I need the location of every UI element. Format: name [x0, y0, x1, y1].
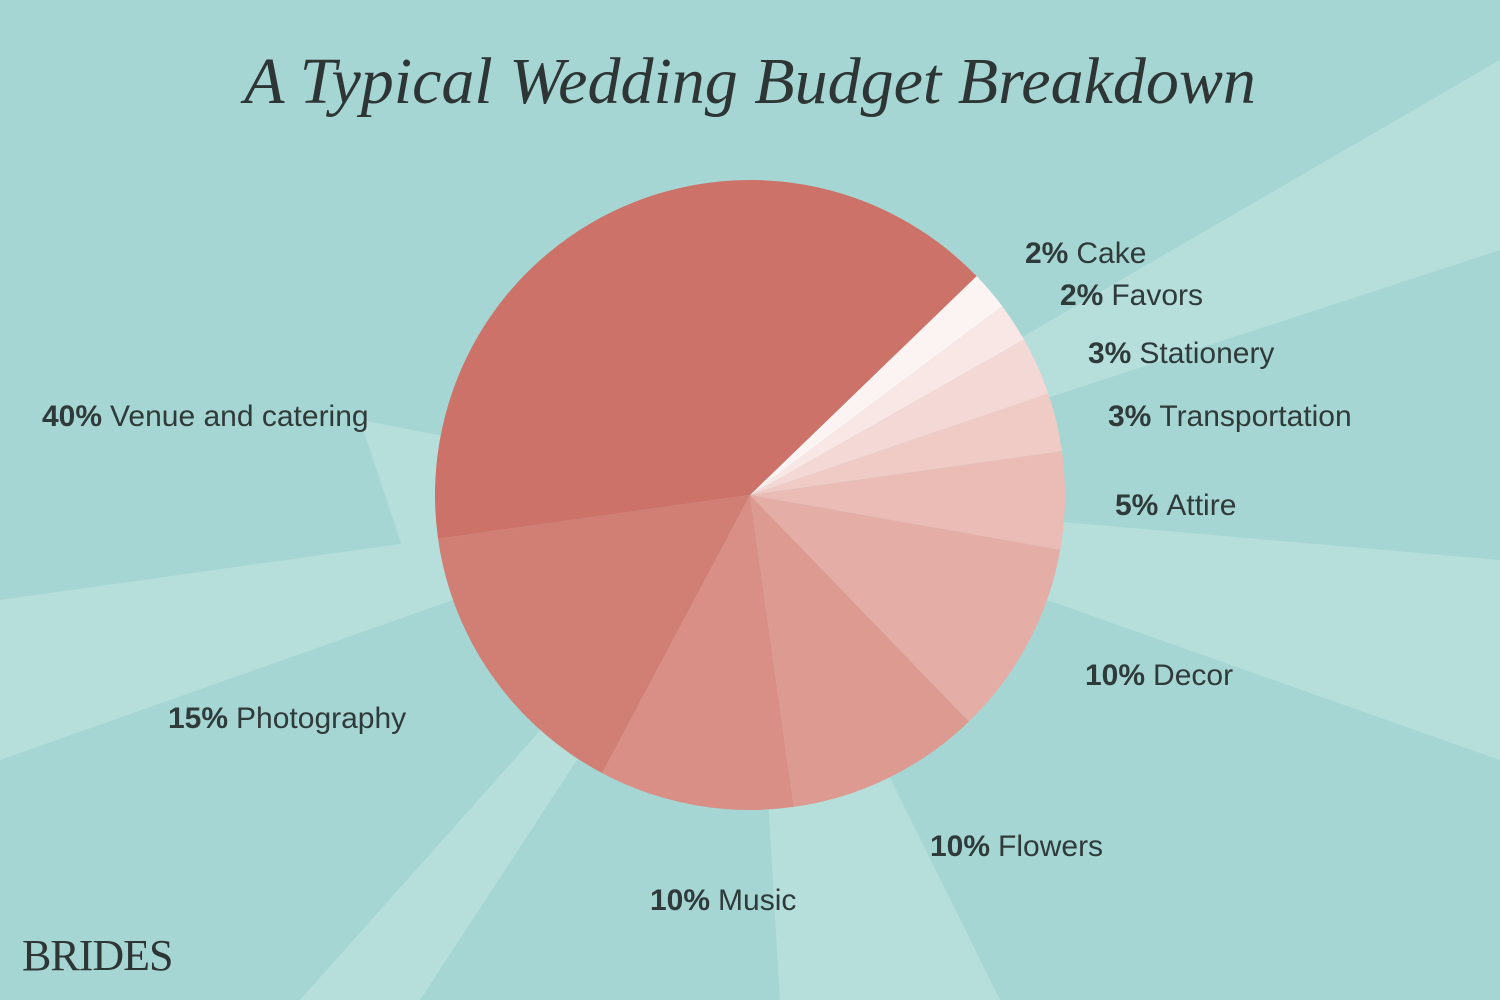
category-label: Music	[718, 884, 796, 917]
slice-label: 3% Stationery	[1088, 337, 1274, 370]
slice-label: 40% Venue and catering	[42, 400, 369, 433]
value-label: 3%	[1088, 337, 1131, 370]
pie-slice	[750, 495, 1061, 722]
brand-logo: BRIDES	[22, 931, 172, 980]
category-label: Flowers	[998, 830, 1103, 863]
value-label: 10%	[930, 830, 990, 863]
chart-title: A Typical Wedding Budget Breakdown	[240, 45, 1256, 118]
slice-label: 15% Photography	[168, 702, 406, 735]
value-label: 2%	[1025, 237, 1068, 270]
value-label: 3%	[1108, 400, 1151, 433]
category-label: Transportation	[1159, 400, 1351, 433]
value-label: 5%	[1115, 489, 1158, 522]
pie-slice	[438, 495, 750, 774]
slice-label: 10% Flowers	[930, 830, 1103, 863]
category-label: Favors	[1111, 279, 1203, 312]
slice-label: 2% Favors	[1060, 279, 1203, 312]
slice-label: 2% Cake	[1025, 237, 1146, 270]
pie-slice	[750, 495, 969, 807]
pie	[434, 179, 1065, 811]
slice-label: 10% Music	[650, 884, 796, 917]
pie-slice	[750, 339, 1049, 495]
pie-slice	[750, 451, 1065, 550]
value-label: 10%	[650, 884, 710, 917]
category-label: Stationery	[1139, 337, 1274, 370]
pie-slice	[750, 276, 1003, 495]
slice-label: 3% Transportation	[1108, 400, 1352, 433]
pie-slice	[602, 495, 794, 811]
category-label: Attire	[1166, 489, 1236, 522]
category-label: Photography	[236, 702, 406, 735]
value-label: 2%	[1060, 279, 1103, 312]
slice-label: 10% Decor	[1085, 659, 1233, 692]
slice-label: 5% Attire	[1115, 489, 1236, 522]
category-label: Cake	[1076, 237, 1146, 270]
pie-slice	[434, 179, 977, 539]
pie-slice	[750, 393, 1062, 495]
value-label: 10%	[1085, 659, 1145, 692]
value-label: 15%	[168, 702, 228, 735]
category-label: Decor	[1153, 659, 1233, 692]
value-label: 40%	[42, 400, 102, 433]
pie-slice	[750, 306, 1024, 495]
category-label: Venue and catering	[110, 400, 369, 433]
